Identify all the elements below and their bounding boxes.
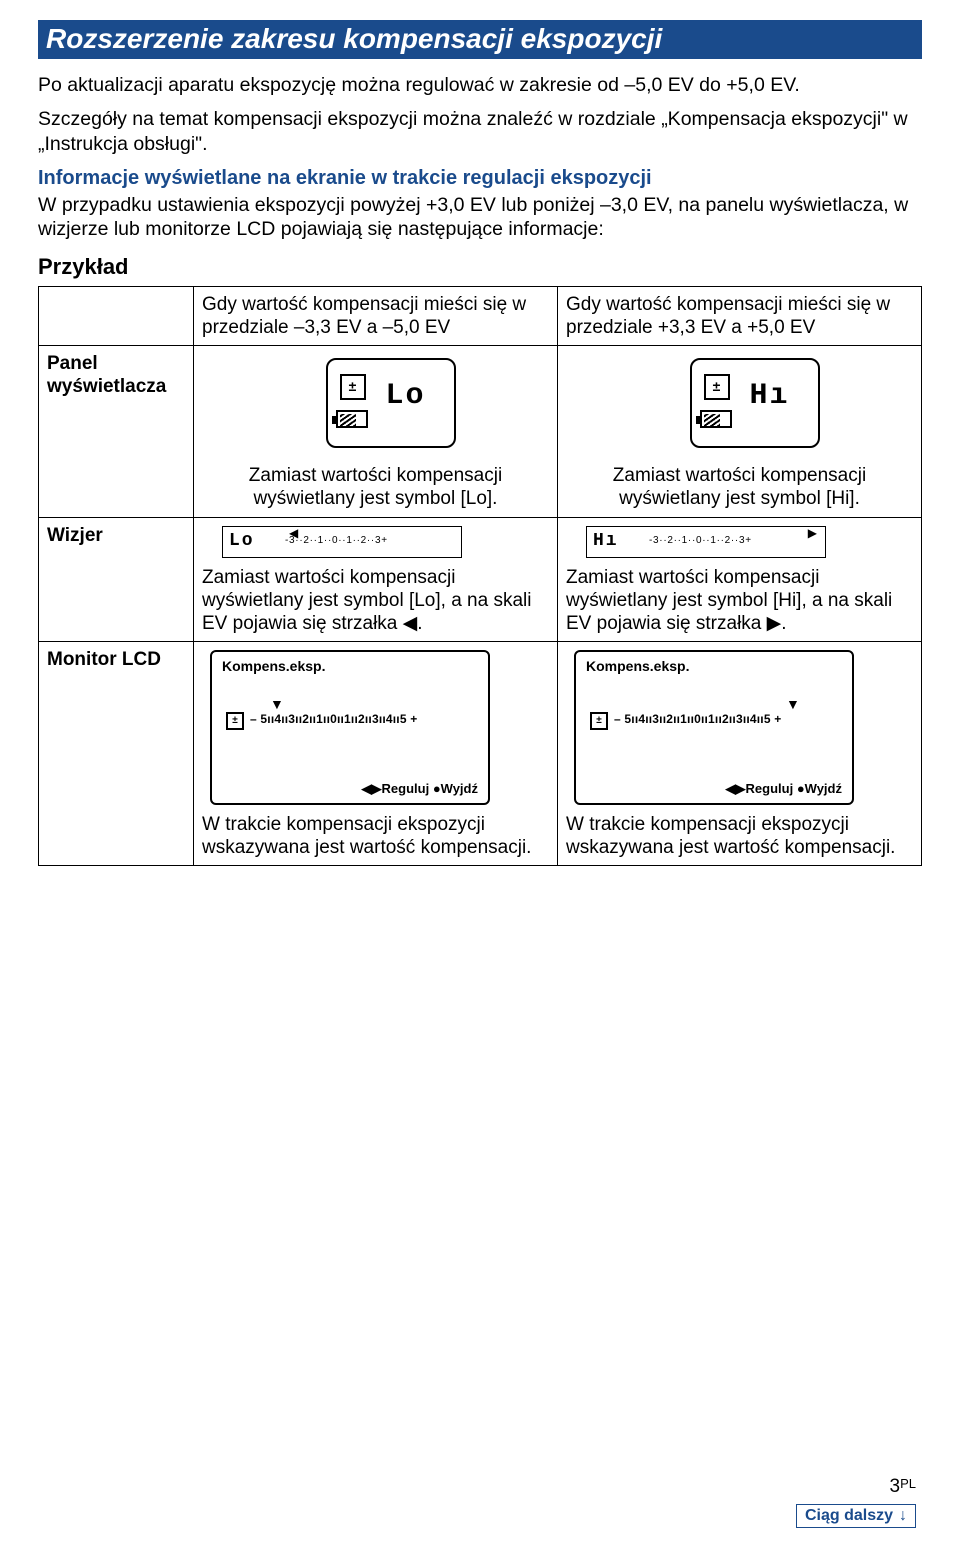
panel-lo-caption: Zamiast wartości kompensacji wyświetlany… [202, 464, 549, 510]
header-col-hi: Gdy wartość kompensacji mieści się w prz… [558, 286, 922, 345]
vf-lo-text-icon: Lo [229, 531, 255, 553]
section-subheading: Informacje wyświetlane na ekranie w trak… [38, 166, 922, 191]
page-title: Rozszerzenie zakresu kompensacji ekspozy… [38, 20, 922, 59]
rowlabel-lcd: Monitor LCD [39, 642, 194, 866]
lcd-bottom-label: ◀▶Reguluj ●Wyjdź [726, 781, 842, 797]
lcd-bottom-label: ◀▶Reguluj ●Wyjdź [362, 781, 478, 797]
header-col-lo: Gdy wartość kompensacji mieści się w prz… [194, 286, 558, 345]
viewfinder-lo-icon: Lo ◀ -3··2··1··0··1··2··3+ [222, 526, 462, 558]
lcd-lo-icon: Kompens.eksp. ▼ ± – 5ıı4ıı3ıı2ıı1ıı0ıı1ı… [210, 650, 490, 805]
panel-hi-text-icon: Hı [750, 378, 790, 415]
example-heading: Przykład [38, 254, 922, 280]
vf-lo-caption: Zamiast wartości kompensacji wyświetlany… [202, 566, 549, 636]
continue-label: Ciąg dalszy [805, 1507, 893, 1525]
section-body: W przypadku ustawienia ekspozycji powyże… [38, 193, 922, 242]
vf-lo-cell: Lo ◀ -3··2··1··0··1··2··3+ Zamiast warto… [194, 517, 558, 642]
intro-paragraph-2: Szczegóły na temat kompensacji ekspozycj… [38, 107, 922, 156]
lcd-scale-label: – 5ıı4ıı3ıı2ıı1ıı0ıı1ıı2ıı3ıı4ıı5 + [614, 712, 781, 727]
lcd-scale-label: – 5ıı4ıı3ıı2ıı1ıı0ıı1ıı2ıı3ıı4ıı5 + [250, 712, 417, 727]
lcd-lo-cell: Kompens.eksp. ▼ ± – 5ıı4ıı3ıı2ıı1ıı0ıı1ı… [194, 642, 558, 866]
vf-hi-caption: Zamiast wartości kompensacji wyświetlany… [566, 566, 913, 636]
panel-display-hi-icon: ± Hı [690, 358, 820, 448]
panel-lo-cell: ± Lo Zamiast wartości kompensacji wyświe… [194, 346, 558, 518]
lcd-hi-caption: W trakcie kompensacji ekspozycji wskazyw… [566, 813, 913, 859]
panel-hi-cell: ± Hı Zamiast wartości kompensacji wyświe… [558, 346, 922, 518]
viewfinder-hi-icon: Hı -3··2··1··0··1··2··3+ ▶ [586, 526, 826, 558]
page-number: 3PL [890, 1476, 916, 1498]
intro-paragraph-1: Po aktualizacji aparatu ekspozycję można… [38, 73, 922, 97]
continue-box: Ciąg dalszy ↓ [796, 1504, 916, 1528]
vf-scale-label: -3··2··1··0··1··2··3+ [285, 535, 388, 547]
pointer-down-icon: ▼ [786, 696, 800, 713]
vf-hi-text-icon: Hı [593, 531, 619, 553]
panel-hi-caption: Zamiast wartości kompensacji wyświetlany… [566, 464, 913, 510]
vf-scale-label: -3··2··1··0··1··2··3+ [649, 535, 752, 547]
example-table: Gdy wartość kompensacji mieści się w prz… [38, 286, 922, 867]
rowlabel-panel: Panel wyświetlacza [39, 346, 194, 518]
down-arrow-icon: ↓ [899, 1507, 907, 1525]
lcd-title-label: Kompens.eksp. [586, 658, 689, 675]
panel-display-lo-icon: ± Lo [326, 358, 456, 448]
lcd-lo-caption: W trakcie kompensacji ekspozycji wskazyw… [202, 813, 549, 859]
lcd-hi-icon: Kompens.eksp. ▼ ± – 5ıı4ıı3ıı2ıı1ıı0ıı1ı… [574, 650, 854, 805]
lcd-title-label: Kompens.eksp. [222, 658, 325, 675]
pointer-down-icon: ▼ [270, 696, 284, 713]
page-footer: 3PL Ciąg dalszy ↓ [0, 1476, 960, 1528]
rowlabel-viewfinder: Wizjer [39, 517, 194, 642]
lcd-hi-cell: Kompens.eksp. ▼ ± – 5ıı4ıı3ıı2ıı1ıı0ıı1ı… [558, 642, 922, 866]
arrow-right-icon: ▶ [808, 526, 817, 541]
vf-hi-cell: Hı -3··2··1··0··1··2··3+ ▶ Zamiast warto… [558, 517, 922, 642]
header-empty [39, 286, 194, 345]
panel-lo-text-icon: Lo [386, 378, 426, 415]
